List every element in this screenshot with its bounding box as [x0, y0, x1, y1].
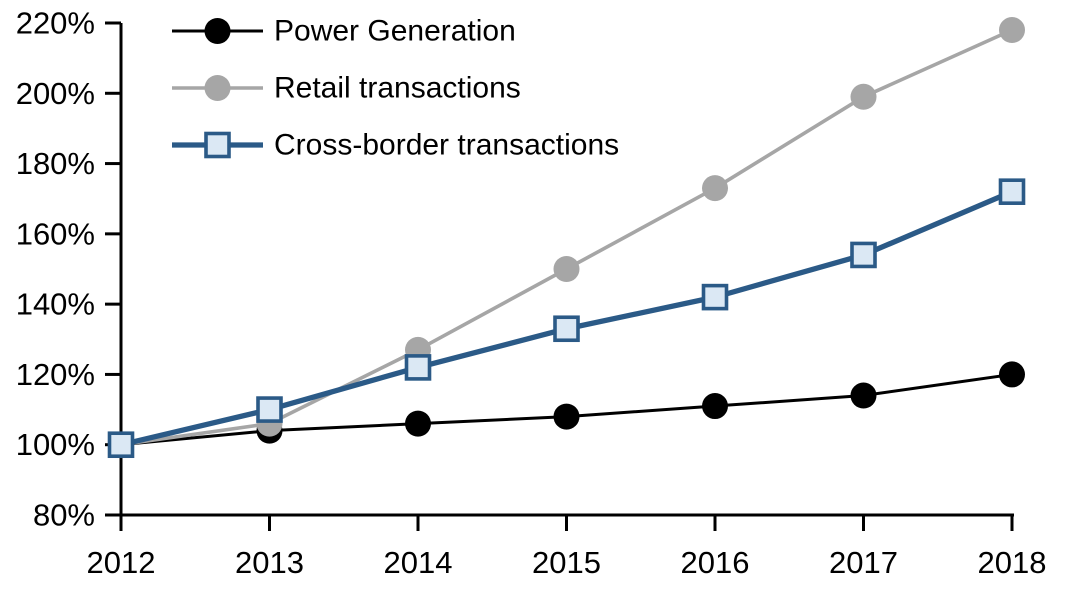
y-axis-label: 140%: [16, 287, 95, 322]
legend-marker-power-generation: [204, 18, 231, 44]
series-point-power-generation: [850, 382, 877, 409]
legend-label-retail-transactions: Retail transactions: [274, 72, 521, 105]
legend-label-power-generation: Power Generation: [274, 15, 516, 48]
x-axis-label: 2015: [532, 545, 601, 580]
y-axis-label: 180%: [16, 146, 95, 181]
series-point-cross-border-transactions: [850, 241, 877, 269]
x-axis-label: 2012: [87, 545, 156, 580]
series-point-power-generation: [999, 361, 1025, 388]
x-axis-label: 2013: [235, 545, 304, 580]
series-point-power-generation: [553, 403, 580, 430]
y-axis-label: 100%: [16, 427, 95, 462]
legend-label-cross-border-transactions: Cross-border transactions: [274, 129, 619, 162]
y-axis-label: 160%: [16, 216, 95, 251]
x-axis-label: 2014: [384, 545, 453, 580]
series-point-retail-transactions: [553, 256, 580, 282]
series-point-cross-border-transactions: [107, 431, 135, 459]
legend-marker-cross-border-transactions: [204, 131, 231, 159]
series-point-retail-transactions: [702, 175, 728, 202]
y-axis-label: 120%: [16, 357, 95, 392]
series-point-cross-border-transactions: [998, 178, 1026, 205]
x-axis-label: 2017: [829, 545, 898, 580]
series-point-power-generation: [702, 393, 728, 420]
y-axis-label: 200%: [16, 76, 95, 111]
legend-marker-retail-transactions: [204, 75, 231, 101]
x-axis-label: 2016: [681, 545, 750, 580]
series-point-cross-border-transactions: [701, 283, 729, 311]
series-point-retail-transactions: [999, 17, 1025, 44]
series-point-cross-border-transactions: [553, 315, 580, 343]
series-point-cross-border-transactions: [256, 396, 283, 423]
series-point-power-generation: [405, 410, 431, 437]
x-axis-label: 2018: [978, 545, 1047, 580]
y-axis-label: 220%: [16, 6, 95, 41]
series-point-retail-transactions: [850, 83, 877, 110]
series-line-retail-transactions: [120, 28, 1013, 447]
y-axis-label: 80%: [33, 498, 95, 533]
series-point-cross-border-transactions: [404, 354, 432, 381]
